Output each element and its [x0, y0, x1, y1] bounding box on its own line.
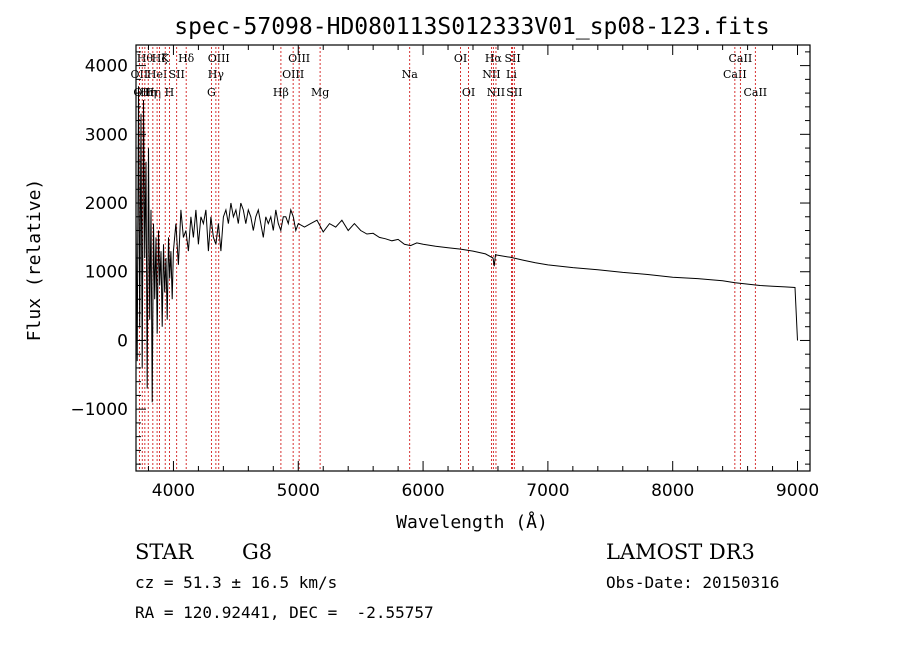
line-marker-label: SII — [504, 52, 520, 65]
observation-date: Obs-Date: 20150316 — [606, 573, 780, 592]
line-marker-label: H — [165, 86, 175, 99]
redshift-cz: cz = 51.3 ± 16.5 km/s — [135, 573, 338, 592]
line-marker-label: HeI — [147, 68, 167, 81]
survey-name: LAMOST DR3 — [606, 540, 755, 564]
x-axis-label: Wavelength (Å) — [396, 511, 548, 533]
line-marker-label: Hα — [485, 52, 503, 65]
y-tick-label: −1000 — [70, 400, 128, 420]
line-marker-label: Hθ — [137, 52, 154, 65]
y-tick-label: 4000 — [85, 57, 128, 77]
line-marker-label: K — [161, 52, 170, 65]
line-marker-label: Hδ — [178, 52, 195, 65]
x-tick-label: 9000 — [776, 481, 819, 501]
line-marker-label: SII — [169, 68, 185, 81]
line-marker-label: OIII — [208, 52, 230, 65]
line-marker-label: SII — [506, 86, 522, 99]
y-tick-label: 1000 — [85, 263, 128, 283]
line-marker-label: OI — [454, 52, 467, 65]
y-axis-label: Flux (relative) — [24, 179, 45, 342]
line-marker-label: Mg — [311, 86, 329, 99]
line-marker-label: Hη — [140, 86, 156, 99]
line-marker-label: Hγ — [208, 68, 225, 81]
line-marker-label: Li — [506, 68, 517, 81]
y-tick-label: 0 — [117, 331, 128, 351]
line-marker-label: NII — [482, 68, 500, 81]
axis-ticks: 4000 5000 6000 7000 8000 9000 −1000 0 1000 2000 30… — [70, 45, 819, 501]
object-class: STAR — [135, 540, 194, 564]
line-marker-label: OII — [131, 68, 149, 81]
line-marker-label: OIII — [288, 52, 310, 65]
line-marker-label: Hζ — [152, 52, 168, 65]
plot-frame — [135, 44, 811, 472]
y-tick-label: 3000 — [85, 125, 128, 145]
x-tick-label: 6000 — [401, 481, 444, 501]
coordinates: RA = 120.92441, DEC = -2.55757 — [135, 603, 434, 622]
spectrum-chart: spec-57098-HD080113S012333V01_sp08-123.f… — [24, 14, 819, 533]
line-marker-label: OII — [133, 86, 151, 99]
line-marker-label: CaII — [723, 68, 747, 81]
line-marker-label: NII — [487, 86, 505, 99]
line-marker-label: Hη — [145, 86, 161, 99]
chart-title: spec-57098-HD080113S012333V01_sp08-123.f… — [174, 14, 769, 40]
x-tick-label: 8000 — [651, 481, 694, 501]
line-marker-label: OIII — [282, 68, 304, 81]
x-tick-label: 7000 — [526, 481, 569, 501]
line-marker-label: G — [207, 86, 216, 99]
line-marker-label: Na — [402, 68, 419, 81]
subclass: G8 — [242, 540, 273, 564]
x-tick-label: 4000 — [152, 481, 195, 501]
line-marker-label: CaII — [729, 52, 753, 65]
spectrum-series — [135, 86, 798, 403]
line-marker-label: Hβ — [273, 86, 289, 99]
line-marker-label: OI — [462, 86, 475, 99]
x-tick-label: 5000 — [277, 481, 320, 501]
series-line-flux — [135, 86, 798, 403]
line-marker-label: CaII — [743, 86, 767, 99]
y-tick-label: 2000 — [85, 194, 128, 214]
